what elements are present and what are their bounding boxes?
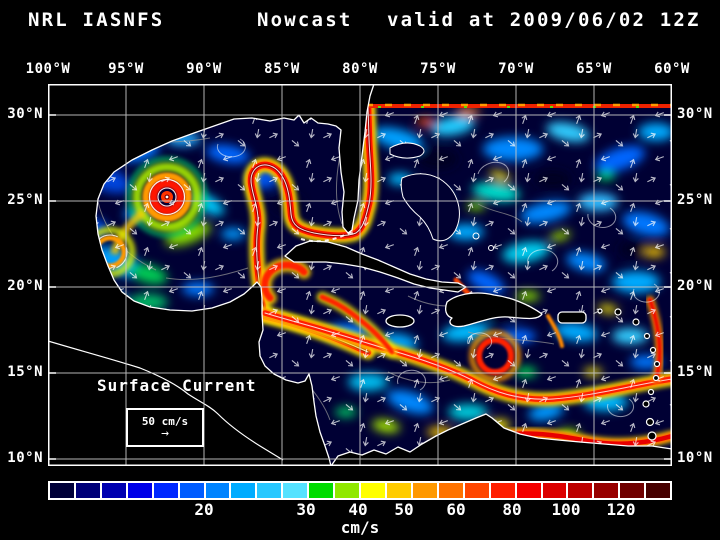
colorbar-tick: 80 bbox=[502, 500, 522, 519]
colorbar-tick: 20 bbox=[194, 500, 214, 519]
valid-time: valid at 2009/06/02 12Z bbox=[387, 9, 701, 31]
colorbar-cell bbox=[542, 483, 567, 498]
colorbar-cell bbox=[50, 483, 74, 498]
colorbar-cell bbox=[438, 483, 463, 498]
land-puerto-rico bbox=[557, 311, 587, 324]
colorbar-cell bbox=[412, 483, 437, 498]
lon-label: 80°W bbox=[342, 61, 378, 77]
colorbar-tick: 30 bbox=[296, 500, 316, 519]
product-type: Nowcast bbox=[257, 9, 353, 31]
lat-label: 20°N bbox=[7, 278, 43, 294]
map-area bbox=[48, 84, 672, 466]
model-north-boundary bbox=[364, 84, 672, 108]
colorbar-tick: 100 bbox=[551, 500, 581, 519]
colorbar-cell bbox=[594, 483, 619, 498]
land-south-america bbox=[330, 413, 672, 466]
colorbar-cell bbox=[231, 483, 256, 498]
lon-label: 70°W bbox=[498, 61, 534, 77]
colorbar-cell bbox=[101, 483, 126, 498]
colorbar-tick: 50 bbox=[394, 500, 414, 519]
land-north-central-america bbox=[48, 84, 375, 466]
colorbar-cell bbox=[568, 483, 593, 498]
scale-arrow-icon: → bbox=[161, 426, 169, 441]
colorbar-tick: 40 bbox=[348, 500, 368, 519]
colorbar-cell bbox=[464, 483, 489, 498]
map-frame bbox=[48, 84, 672, 466]
lon-label: 65°W bbox=[576, 61, 612, 77]
lat-label: 15°N bbox=[7, 364, 43, 380]
lesser-antilles-islands bbox=[597, 308, 661, 441]
colorbar-cell bbox=[646, 483, 671, 498]
land-jamaica bbox=[385, 314, 415, 328]
lat-label: 20°N bbox=[677, 278, 713, 294]
map-canvas bbox=[48, 84, 672, 466]
lat-label: 10°N bbox=[7, 450, 43, 466]
model-name: NRL IASNFS bbox=[28, 9, 165, 31]
colorbar-cell bbox=[620, 483, 645, 498]
lon-label: 60°W bbox=[654, 61, 690, 77]
lat-label: 25°N bbox=[677, 192, 713, 208]
land-masses bbox=[48, 84, 672, 466]
colorbar-cells bbox=[48, 481, 672, 500]
lon-label: 95°W bbox=[108, 61, 144, 77]
lat-label: 25°N bbox=[7, 192, 43, 208]
colorbar-tick: 120 bbox=[606, 500, 636, 519]
lat-label: 30°N bbox=[7, 106, 43, 122]
lon-label: 85°W bbox=[264, 61, 300, 77]
lat-label: 15°N bbox=[677, 364, 713, 380]
colorbar-cell bbox=[309, 483, 334, 498]
colorbar-unit-label: cm/s bbox=[340, 518, 380, 537]
current-scale-box: 50 cm/s → bbox=[126, 408, 204, 447]
colorbar-cell bbox=[516, 483, 541, 498]
lon-label: 90°W bbox=[186, 61, 222, 77]
lon-label: 100°W bbox=[25, 61, 71, 77]
colorbar-cell bbox=[205, 483, 230, 498]
bahamas-banks bbox=[389, 142, 494, 251]
colorbar-cell bbox=[75, 483, 100, 498]
lat-label: 10°N bbox=[677, 450, 713, 466]
lon-label: 75°W bbox=[420, 61, 456, 77]
colorbar-cell bbox=[127, 483, 152, 498]
graticule bbox=[48, 84, 672, 466]
colorbar-cell bbox=[386, 483, 411, 498]
colorbar-cell bbox=[361, 483, 385, 498]
land-hispaniola bbox=[445, 292, 543, 328]
pacific-coastline bbox=[48, 340, 284, 461]
florida-keys-outline bbox=[300, 231, 352, 243]
surface-current-label: Surface Current bbox=[97, 376, 257, 395]
lat-label: 30°N bbox=[677, 106, 713, 122]
colorbar-cell bbox=[490, 483, 515, 498]
colorbar-cell bbox=[153, 483, 178, 498]
colorbar-cell bbox=[283, 483, 308, 498]
colorbar-cell bbox=[179, 483, 204, 498]
scale-value-label: 50 cm/s bbox=[141, 415, 189, 428]
colorbar-cell bbox=[257, 483, 282, 498]
colorbar-cell bbox=[335, 483, 360, 498]
colorbar-tick: 60 bbox=[446, 500, 466, 519]
